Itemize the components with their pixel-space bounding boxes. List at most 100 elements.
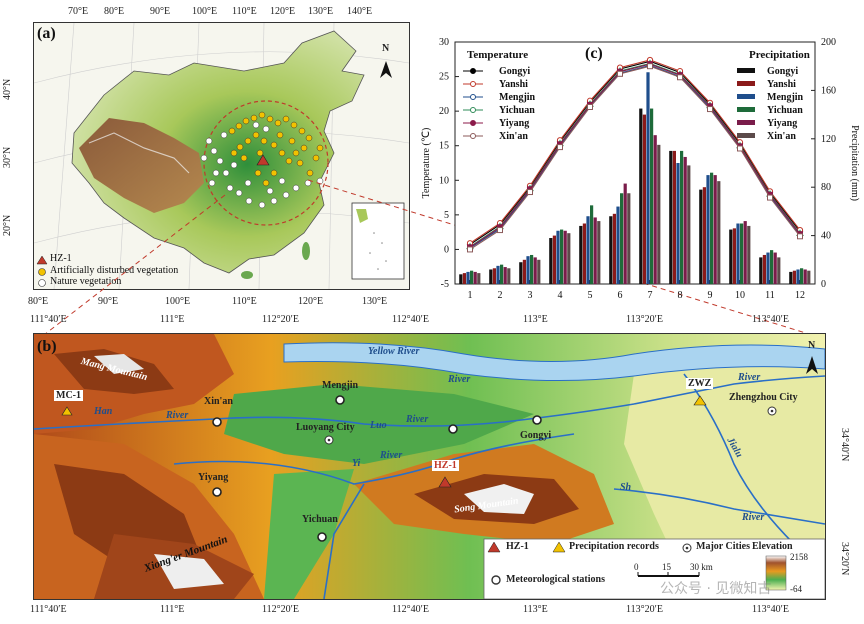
x-tick-label: 1 bbox=[468, 290, 473, 301]
artificial-points bbox=[228, 111, 324, 187]
precip-bar-mengjin bbox=[796, 269, 800, 284]
precip-legend-swatch-yiyang bbox=[737, 120, 755, 125]
right-tick-label: 40 bbox=[821, 231, 831, 242]
label-luoyang: Luoyang City bbox=[296, 422, 355, 433]
temp-point-xinan bbox=[587, 103, 593, 110]
a-top-lon-0: 70°E bbox=[68, 6, 89, 17]
left-tick-label: 0 bbox=[444, 244, 449, 255]
temp-point-xinan bbox=[527, 189, 533, 196]
x-tick-label: 10 bbox=[735, 290, 745, 301]
scale-30: 30 km bbox=[690, 562, 713, 572]
watermark: 公众号 · 见微知古 bbox=[660, 581, 772, 597]
precip-bar-yichuan bbox=[650, 108, 654, 284]
panel-a: (a) N HZ-1 Artificially disturbed vegeta… bbox=[33, 22, 410, 290]
a-top-lon-4: 110°E bbox=[232, 6, 257, 17]
precip-bar-yiyang bbox=[773, 252, 777, 284]
precip-bar-yiyang bbox=[803, 269, 807, 284]
precip-bar-yichuan bbox=[560, 229, 564, 284]
precip-bar-yiyang bbox=[593, 217, 597, 284]
precip-bar-gongyi bbox=[579, 225, 583, 284]
a-bot-lon-4: 120°E bbox=[298, 296, 324, 307]
b-top-lon-6: 113°40′E bbox=[752, 314, 789, 325]
precip-bar-xinan bbox=[627, 193, 631, 284]
temp-point-xinan bbox=[467, 246, 473, 253]
precip-bar-gongyi bbox=[699, 189, 703, 284]
x-tick-label: 6 bbox=[618, 290, 623, 301]
x-tick-label: 2 bbox=[498, 290, 503, 301]
legend-elevation-max: 2158 bbox=[790, 552, 808, 562]
b-bot-lon-1: 111°E bbox=[160, 604, 185, 615]
precip-bar-gongyi bbox=[729, 229, 733, 284]
temp-point-xinan bbox=[497, 227, 503, 234]
precip-bar-yanshi bbox=[762, 254, 766, 284]
right-tick-label: 80 bbox=[821, 182, 831, 193]
precip-bar-yanshi bbox=[552, 235, 556, 284]
temp-legend-marker-yiyang bbox=[470, 120, 476, 126]
precip-bar-mengjin bbox=[646, 72, 650, 284]
a-bot-lon-2: 100°E bbox=[165, 296, 191, 307]
label-luo: Luo bbox=[370, 420, 387, 431]
precip-bar-xinan bbox=[507, 268, 511, 284]
left-tick-label: 15 bbox=[439, 141, 449, 152]
temp-legend-label-mengjin: Mengjin bbox=[499, 92, 536, 103]
temp-point-xinan bbox=[677, 74, 683, 81]
x-tick-label: 3 bbox=[528, 290, 533, 301]
legend-nature: Nature vegetation bbox=[50, 276, 122, 287]
precip-bar-yiyang bbox=[533, 257, 537, 284]
x-tick-label: 9 bbox=[708, 290, 713, 301]
temp-legend-label-yiyang: Yiyang bbox=[499, 118, 529, 129]
precip-bar-yanshi bbox=[702, 187, 706, 284]
b-bot-lon-2: 112°20′E bbox=[262, 604, 299, 615]
precip-bar-gongyi bbox=[549, 238, 553, 284]
north-label-a: N bbox=[382, 43, 390, 54]
temp-line-yanshi bbox=[469, 59, 801, 244]
b-top-lon-3: 112°40′E bbox=[392, 314, 429, 325]
b-bot-lon-5: 113°20′E bbox=[626, 604, 663, 615]
precip-legend-swatch-mengjin bbox=[737, 94, 755, 99]
precip-bar-xinan bbox=[477, 273, 481, 284]
precip-bar-mengjin bbox=[556, 230, 560, 284]
label-zhengzhou: Zhengzhou City bbox=[729, 392, 798, 403]
precip-bar-mengjin bbox=[766, 252, 770, 284]
precip-bar-yanshi bbox=[522, 259, 526, 284]
north-arrow-b bbox=[806, 356, 818, 374]
right-tick-label: 200 bbox=[821, 37, 836, 48]
temp-legend-label-gongyi: Gongyi bbox=[499, 66, 530, 77]
precip-bar-yiyang bbox=[623, 183, 627, 284]
y-axis-right-title: Precipitation (mm) bbox=[849, 125, 860, 201]
legend-precip-records: Precipitation records bbox=[569, 541, 659, 552]
precip-bar-yanshi bbox=[642, 114, 646, 284]
label-zwz: ZWZ bbox=[686, 378, 714, 389]
temp-point-xinan bbox=[767, 194, 773, 201]
legend-major-cities: Major Cities bbox=[696, 541, 750, 552]
b-top-lon-1: 111°E bbox=[160, 314, 185, 325]
temp-legend-marker-gongyi bbox=[470, 68, 476, 74]
precip-legend-swatch-yichuan bbox=[737, 107, 755, 112]
precip-bar-yiyang bbox=[473, 271, 477, 284]
left-tick-label: 25 bbox=[439, 72, 449, 83]
temp-line-xinan bbox=[469, 65, 801, 250]
precip-bar-xinan bbox=[747, 225, 751, 284]
precip-legend-label-mengjin: Mengjin bbox=[767, 92, 804, 103]
scale-15: 15 bbox=[662, 562, 671, 572]
temp-legend-marker-mengjin bbox=[470, 94, 476, 100]
china-outline bbox=[71, 30, 365, 274]
precip-bar-mengjin bbox=[586, 216, 590, 284]
precip-bar-gongyi bbox=[519, 262, 523, 284]
elevation-ramp bbox=[765, 555, 787, 591]
a-top-lon-6: 130°E bbox=[308, 6, 334, 17]
study-area-circle bbox=[203, 100, 329, 226]
precip-bar-yiyang bbox=[563, 230, 567, 284]
label-luo-river: River bbox=[406, 414, 429, 425]
precip-bar-yichuan bbox=[620, 193, 624, 284]
a-bot-lon-3: 110°E bbox=[232, 296, 257, 307]
precip-bar-yichuan bbox=[470, 270, 474, 284]
left-tick-label: 30 bbox=[439, 37, 449, 48]
temp-point-xinan bbox=[557, 144, 563, 151]
hz1-marker-b bbox=[438, 476, 452, 488]
label-han-river: River bbox=[166, 410, 189, 421]
precip-bar-yichuan bbox=[740, 223, 744, 284]
b-bot-lon-3: 112°40′E bbox=[392, 604, 429, 615]
nature-points bbox=[200, 121, 324, 209]
